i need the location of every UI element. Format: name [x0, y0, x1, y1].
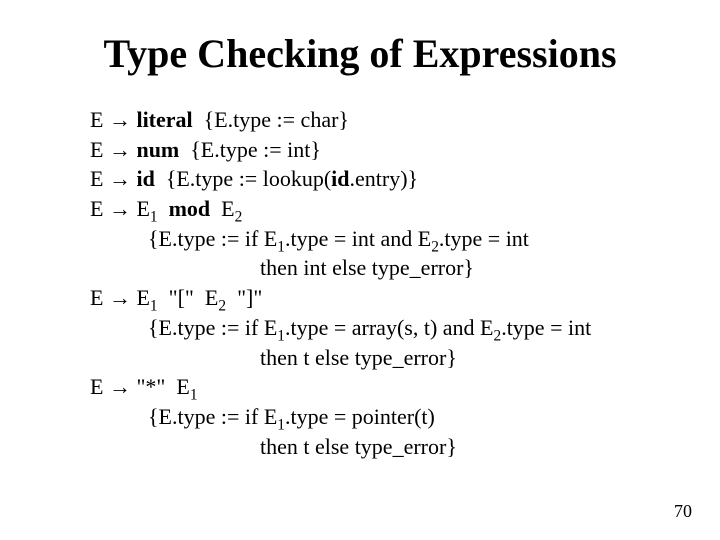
lhs: E [90, 374, 103, 399]
sub2: 2 [218, 298, 226, 315]
sub1: 1 [150, 298, 158, 315]
text-a: {E.type := if E [148, 315, 277, 340]
text-a: {E.type := if E [148, 226, 277, 251]
text-b: .type = int and E [285, 226, 431, 251]
star: "*" [136, 374, 165, 399]
text-c: .type = int [501, 315, 591, 340]
arrow-icon: → [109, 374, 131, 399]
action-post: .entry)} [350, 166, 419, 191]
action-pre: {E.type := lookup( [166, 166, 331, 191]
rule-6-line2: {E.type := if E1.type = pointer(t) [148, 402, 670, 432]
sub1: 1 [277, 327, 285, 344]
lhs: E [90, 137, 103, 162]
grammar-rules: E → literal {E.type := char} E → num {E.… [90, 105, 670, 461]
keyword-id: id [136, 166, 154, 191]
text-b: .type = pointer(t) [285, 404, 435, 429]
arrow-icon: → [109, 166, 131, 191]
rule-4-line3: then int else type_error} [260, 253, 670, 283]
arrow-icon: → [109, 137, 131, 162]
lbracket: "[" [169, 285, 194, 310]
rule-4-line1: E → E1 mod E2 [90, 194, 670, 224]
rbracket: "]" [237, 285, 262, 310]
keyword-id-inline: id [331, 166, 349, 191]
text-a: {E.type := if E [148, 404, 277, 429]
sub1: 1 [277, 416, 285, 433]
rule-5-line2: {E.type := if E1.type = array(s, t) and … [148, 313, 670, 343]
rhs-e2: E [221, 196, 234, 221]
keyword-num: num [136, 137, 179, 162]
rule-1: E → literal {E.type := char} [90, 105, 670, 135]
rule-5-line3: then t else type_error} [260, 343, 670, 373]
rule-4-line2: {E.type := if E1.type = int and E2.type … [148, 224, 670, 254]
arrow-icon: → [109, 285, 131, 310]
page-title: Type Checking of Expressions [50, 30, 670, 77]
page-number: 70 [674, 501, 692, 522]
slide: Type Checking of Expressions E → literal… [0, 0, 720, 540]
text: then t else type_error} [260, 345, 457, 370]
rule-3: E → id {E.type := lookup(id.entry)} [90, 164, 670, 194]
rule-5-line1: E → E1 "[" E2 "]" [90, 283, 670, 313]
action: {E.type := char} [204, 107, 349, 132]
lhs: E [90, 196, 103, 221]
action: {E.type := int} [190, 137, 321, 162]
rhs-e1: E [176, 374, 189, 399]
sub1: 1 [150, 208, 158, 225]
arrow-icon: → [109, 196, 131, 221]
rhs-e2: E [205, 285, 218, 310]
rhs-e1: E [136, 285, 149, 310]
rule-2: E → num {E.type := int} [90, 135, 670, 165]
lhs: E [90, 107, 103, 132]
keyword-mod: mod [169, 196, 211, 221]
sub2: 2 [235, 208, 243, 225]
rhs-e1: E [136, 196, 149, 221]
keyword-literal: literal [136, 107, 192, 132]
rule-6-line3: then t else type_error} [260, 432, 670, 462]
lhs: E [90, 166, 103, 191]
lhs: E [90, 285, 103, 310]
text-b: .type = array(s, t) and E [285, 315, 494, 340]
rule-6-line1: E → "*" E1 [90, 372, 670, 402]
text: then t else type_error} [260, 434, 457, 459]
text-c: .type = int [439, 226, 529, 251]
arrow-icon: → [109, 107, 131, 132]
text: then int else type_error} [260, 255, 474, 280]
